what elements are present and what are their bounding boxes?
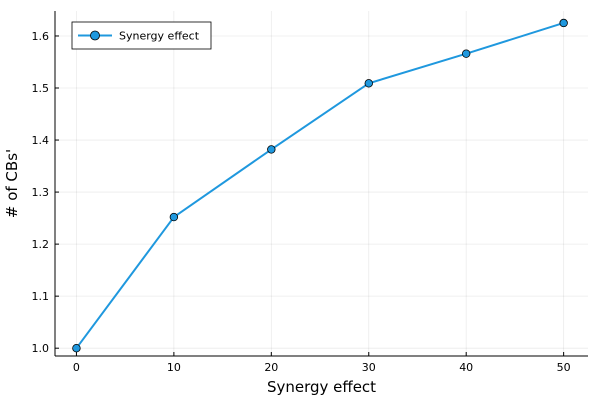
data-point (461, 49, 471, 58)
y-tick-label: 1.5 (32, 82, 50, 95)
data-point (72, 343, 81, 353)
y-tick-label: 1.3 (32, 186, 50, 199)
x-tick-label: 0 (73, 361, 80, 374)
y-tick-label: 1.4 (32, 134, 50, 147)
y-tick-label: 1.2 (32, 238, 50, 251)
x-tick-label: 10 (167, 361, 181, 374)
y-tick-label: 1.1 (32, 290, 50, 303)
legend-marker-swatch (90, 30, 100, 41)
grid (55, 11, 588, 356)
axes (54, 11, 588, 357)
data-point (169, 212, 179, 222)
x-tick-label: 20 (264, 361, 278, 374)
y-axis-title: # of CBs' (3, 149, 21, 218)
legend-label: Synergy effect (119, 30, 200, 43)
legend: Synergy effect (71, 21, 212, 50)
ticks: 0 10 20 30 40 50 1.0 1.1 1.2 1.3 1.4 1.5 1.6 (32, 30, 571, 374)
x-axis-title: Synergy effect (267, 378, 376, 396)
data-point (364, 79, 373, 88)
x-tick-label: 50 (557, 361, 571, 374)
series (72, 18, 568, 353)
data-point (267, 145, 276, 154)
x-tick-label: 40 (459, 361, 473, 374)
y-tick-label: 1.6 (32, 30, 50, 43)
x-tick-label: 30 (362, 361, 376, 374)
data-point (559, 18, 568, 28)
series-line (75, 22, 564, 349)
y-tick-label: 1.0 (32, 342, 50, 355)
